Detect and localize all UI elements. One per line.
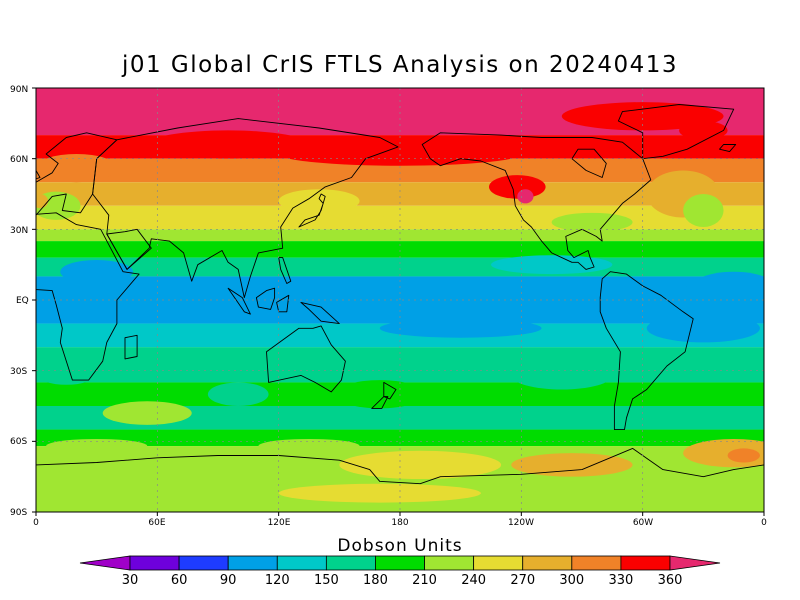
- colorbar-arrow-high: [669, 555, 721, 571]
- colorbar-level-label: 90: [220, 573, 237, 588]
- colorbar: 30 60 90 120 150 180 210 240 270 300 330 360: [79, 555, 721, 588]
- graticule: [36, 88, 764, 512]
- lat-label-30n: 30N: [10, 226, 28, 236]
- colorbar-box: [325, 555, 376, 571]
- colorbar-title: Dobson Units: [337, 536, 463, 556]
- colorbar-level-label: 360: [658, 573, 683, 588]
- lon-label-0-right: 0: [761, 518, 767, 528]
- lat-label-90s: 90S: [10, 508, 27, 518]
- axes: 90N 60N 30N EQ 30S 60S 90S 0 60E 120E 18…: [10, 85, 767, 528]
- colorbar-level-label: 330: [608, 573, 633, 588]
- colorbar-level-label: 150: [314, 573, 339, 588]
- colorbar-box: [424, 555, 475, 571]
- lon-label-60w: 60W: [633, 518, 653, 528]
- colorbar-box: [473, 555, 524, 571]
- colorbar-level-label: 180: [363, 573, 388, 588]
- colorbar-box: [276, 555, 327, 571]
- colorbar-level-label: 120: [265, 573, 290, 588]
- lon-label-180: 180: [391, 518, 408, 528]
- lon-label-120e: 120E: [268, 518, 291, 528]
- colorbar-level-label: 300: [559, 573, 584, 588]
- colorbar-level-label: 270: [510, 573, 535, 588]
- coastlines: [36, 104, 764, 512]
- colorbar-box: [375, 555, 425, 571]
- colorbar-arrow-low: [79, 555, 131, 571]
- lon-label-0: 0: [33, 518, 39, 528]
- colorbar-box: [178, 555, 229, 571]
- colorbar-box: [227, 555, 278, 571]
- colorbar-box: [620, 555, 671, 571]
- colorbar-box: [129, 555, 180, 571]
- map-title: j01 Global CrIS FTLS Analysis on 2024041…: [121, 52, 679, 78]
- lat-label-60n: 60N: [10, 155, 28, 165]
- colorbar-level-label: 240: [461, 573, 486, 588]
- colorbar-level-label: 30: [122, 573, 139, 588]
- colorbar-level-label: 60: [171, 573, 188, 588]
- lon-label-60e: 60E: [148, 518, 165, 528]
- lat-label-30s: 30S: [10, 367, 27, 377]
- colorbar-level-label: 210: [412, 573, 437, 588]
- lat-label-90n: 90N: [10, 85, 28, 95]
- lat-label-60s: 60S: [10, 437, 27, 447]
- lon-label-120w: 120W: [508, 518, 534, 528]
- lat-label-eq: EQ: [16, 296, 29, 306]
- colorbar-box: [571, 555, 622, 571]
- colorbar-box: [522, 555, 573, 571]
